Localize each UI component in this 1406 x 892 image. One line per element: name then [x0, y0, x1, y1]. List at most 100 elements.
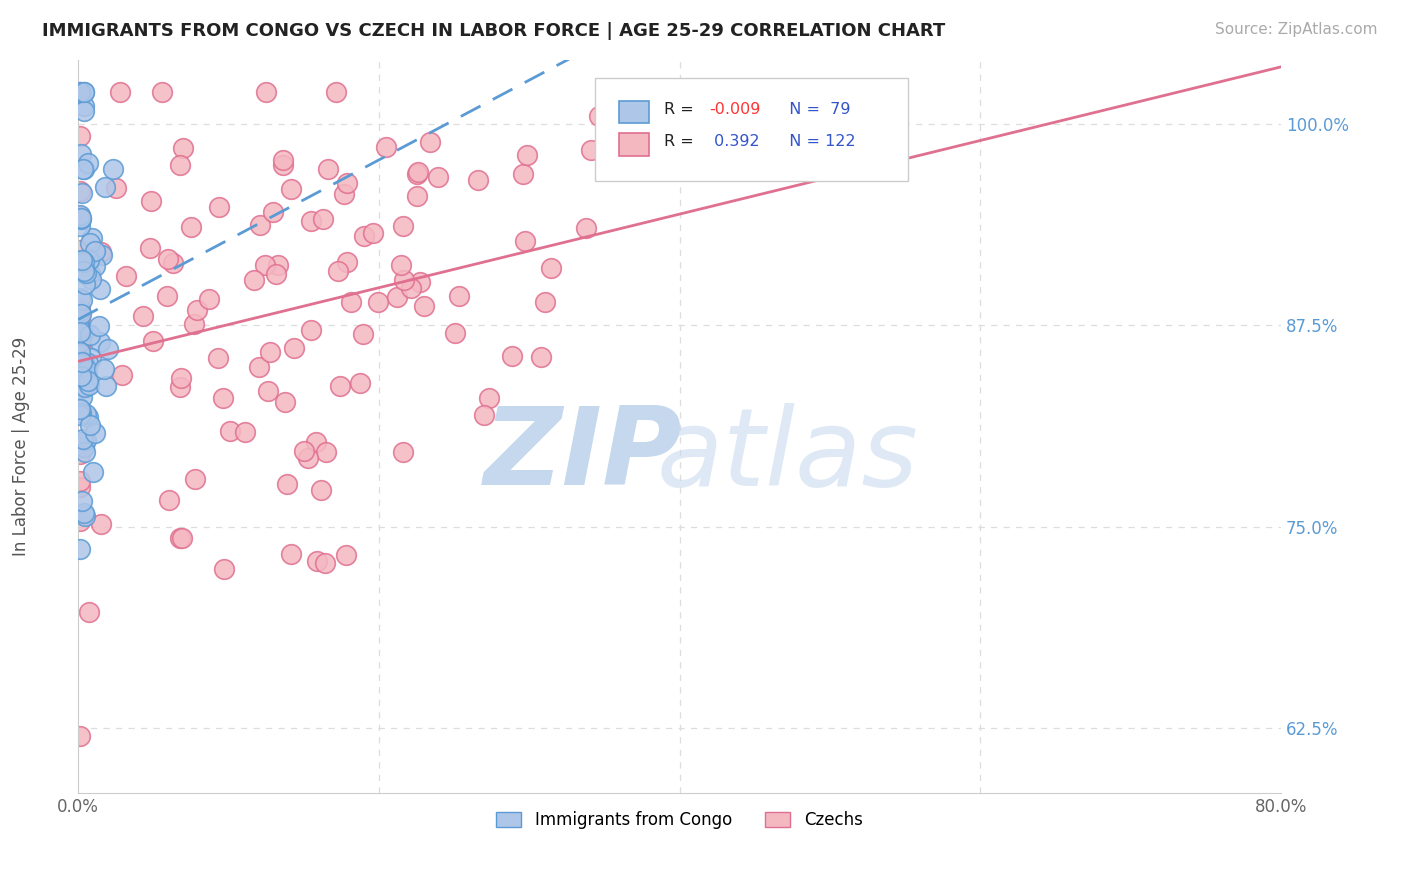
Point	[97, 343, 120, 357]
Point	[443, 326, 465, 341]
Point	[349, 376, 371, 390]
Point	[73, 506, 96, 520]
Point	[69, 729, 91, 743]
Point	[69, 129, 91, 144]
Point	[69, 301, 91, 316]
Point	[90, 245, 112, 260]
Point	[69, 209, 91, 223]
Point	[69, 541, 91, 556]
Point	[534, 294, 557, 309]
Point	[309, 483, 332, 498]
Point	[172, 141, 194, 155]
Text: R =: R =	[664, 134, 699, 149]
Point	[581, 143, 603, 157]
Point	[406, 189, 429, 203]
Point	[72, 357, 94, 371]
Point	[157, 493, 180, 508]
Point	[73, 161, 96, 176]
Point	[318, 162, 340, 177]
Point	[73, 264, 96, 278]
Point	[305, 434, 328, 449]
Point	[391, 445, 413, 459]
Point	[280, 547, 302, 561]
Point	[449, 289, 471, 303]
Point	[72, 355, 94, 369]
Point	[79, 605, 101, 619]
Point	[72, 161, 94, 176]
Point	[305, 554, 328, 568]
Text: atlas: atlas	[657, 403, 918, 508]
Point	[75, 407, 97, 421]
Point	[69, 325, 91, 339]
Point	[69, 447, 91, 461]
Point	[312, 212, 335, 227]
Point	[70, 212, 93, 227]
Point	[69, 243, 91, 257]
Point	[73, 440, 96, 454]
Point	[540, 261, 562, 276]
Point	[70, 355, 93, 369]
Text: N =  79: N = 79	[779, 102, 851, 117]
Point	[162, 255, 184, 269]
Point	[79, 351, 101, 365]
Point	[276, 477, 298, 491]
Point	[353, 229, 375, 244]
Point	[271, 153, 294, 168]
Point	[336, 255, 359, 269]
Point	[254, 259, 277, 273]
Point	[73, 277, 96, 291]
Point	[83, 259, 105, 273]
Point	[104, 181, 127, 195]
Point	[297, 450, 319, 465]
Point	[75, 433, 97, 447]
Point	[132, 309, 155, 323]
Point	[180, 219, 202, 234]
Point	[84, 244, 107, 259]
Point	[73, 508, 96, 523]
Point	[77, 156, 100, 170]
Point	[101, 162, 124, 177]
Point	[72, 391, 94, 405]
Point	[79, 266, 101, 280]
Point	[335, 548, 357, 562]
Point	[408, 165, 430, 179]
Point	[115, 268, 138, 283]
Point	[184, 472, 207, 486]
Point	[299, 323, 322, 337]
Point	[91, 248, 114, 262]
Point	[325, 85, 347, 99]
Point	[69, 480, 91, 494]
Point	[73, 371, 96, 385]
Point	[513, 234, 536, 248]
Point	[69, 346, 91, 360]
Point	[314, 556, 336, 570]
Point	[79, 327, 101, 342]
Point	[72, 266, 94, 280]
Point	[267, 258, 290, 272]
Point	[69, 341, 91, 355]
Point	[77, 252, 100, 267]
Point	[530, 351, 553, 365]
Point	[70, 186, 93, 201]
Text: -0.009: -0.009	[709, 102, 761, 117]
Text: N = 122: N = 122	[779, 134, 856, 149]
Point	[406, 167, 429, 181]
Point	[69, 345, 91, 359]
Point	[271, 158, 294, 172]
Point	[211, 392, 233, 406]
Point	[69, 402, 91, 417]
Point	[72, 367, 94, 381]
Point	[142, 334, 165, 348]
Point	[399, 281, 422, 295]
Point	[391, 258, 413, 272]
Point	[108, 85, 131, 99]
Point	[77, 377, 100, 392]
Point	[259, 345, 281, 359]
Point	[169, 158, 191, 172]
Point	[70, 253, 93, 268]
Point	[75, 257, 97, 271]
Point	[363, 227, 385, 241]
Text: In Labor Force | Age 25-29: In Labor Force | Age 25-29	[13, 336, 30, 556]
Point	[280, 181, 302, 195]
Point	[197, 292, 219, 306]
